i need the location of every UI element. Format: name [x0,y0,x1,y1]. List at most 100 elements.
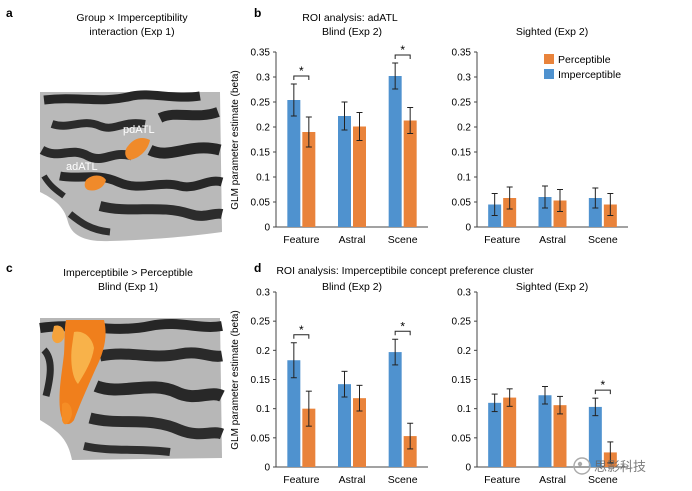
panel-label-c: c [6,261,13,275]
y-tick-label: 0.3 [256,73,270,84]
y-tick-label: 0.25 [251,98,271,109]
y-tick-label: 0.35 [452,48,472,59]
y-axis-label: GLM parameter estimate (beta) [230,70,241,210]
y-tick-label: 0.05 [452,198,472,209]
bar-perceptible [403,120,417,227]
bar-imperceptible [538,395,552,467]
significance-bracket [594,389,611,395]
y-axis-label: GLM parameter estimate (beta) [230,310,241,450]
bar-perceptible [302,132,316,227]
bar-perceptible [353,126,366,227]
x-tick-label: Feature [484,234,520,246]
bar-imperceptible [588,406,602,467]
y-tick-label: 0.25 [251,317,271,328]
chart-3: ROI analysis: Imperceptibile concept pre… [230,265,534,486]
legend-swatch [544,69,554,79]
y-tick-label: 0 [465,463,471,474]
legend-label: Perceptible [558,54,611,66]
y-tick-label: 0.2 [457,123,471,134]
chart-2: Sighted (Exp 2) 0 0.05 0.1 0.15 0.2 0.25 0.3 0.3… [452,26,628,246]
x-tick-label: Feature [283,474,319,486]
chart-subtitle: Blind (Exp 2) [322,281,382,293]
significance-marker: * [400,43,405,57]
panel-label-a: a [6,6,13,20]
significance-marker: * [299,323,304,337]
significance-marker: * [299,64,304,78]
y-tick-label: 0.2 [256,123,270,134]
bar-perceptible [403,436,417,467]
watermark-icon [573,457,591,475]
y-tick-label: 0.25 [452,98,472,109]
chart-subtitle: Sighted (Exp 2) [516,281,588,293]
y-tick-label: 0.25 [452,317,472,328]
chart-subtitle: Sighted (Exp 2) [516,26,588,38]
significance-marker: * [400,319,405,333]
y-tick-label: 0.1 [256,173,270,184]
x-tick-label: Scene [588,474,618,486]
bar-imperceptible [338,384,351,467]
y-tick-label: 0 [264,223,270,234]
y-tick-label: 0.3 [457,73,471,84]
y-tick-label: 0.05 [452,433,472,444]
chart-title: ROI analysis: Imperceptibile concept pre… [276,265,534,277]
y-tick-label: 0.1 [256,404,270,415]
y-tick-label: 0.1 [457,404,471,415]
panel-c-title-line1: Imperceptibile > Perceptible [63,267,193,279]
x-tick-label: Scene [588,234,618,246]
bar-imperceptible [287,360,301,467]
y-tick-label: 0.3 [457,288,471,299]
y-tick-label: 0.3 [256,288,270,299]
y-tick-label: 0.2 [256,346,270,357]
panel-label-b: b [254,6,261,20]
y-tick-label: 0.15 [251,148,271,159]
y-tick-label: 0.2 [457,346,471,357]
x-tick-label: Astral [339,234,366,246]
y-tick-label: 0 [264,463,270,474]
bar-perceptible [553,200,567,227]
y-tick-label: 0.15 [452,375,472,386]
bar-imperceptible [538,197,552,227]
x-tick-label: Feature [283,234,319,246]
legend: Perceptible Imperceptible [544,54,621,81]
x-tick-label: Feature [484,474,520,486]
panel-a-title-line2: interaction (Exp 1) [89,26,174,38]
bar-imperceptible [338,116,351,227]
bar-perceptible [503,198,517,227]
x-tick-label: Scene [388,474,418,486]
watermark: 思影科技 [573,457,646,475]
significance-bracket [293,334,310,339]
legend-label: Imperceptible [558,69,621,81]
label-adatl: adATL [66,161,98,173]
y-tick-label: 0.05 [251,433,271,444]
significance-bracket [394,54,411,59]
bar-imperceptible [388,76,402,227]
chart-title: ROI analysis: adATL [302,12,398,24]
significance-bracket [293,75,310,80]
watermark-text: 思影科技 [594,459,646,474]
panel-label-d: d [254,261,261,275]
y-tick-label: 0.1 [457,173,471,184]
bar-imperceptible [388,352,402,467]
bar-imperceptible [287,100,301,227]
bar-perceptible [553,405,567,467]
legend-swatch [544,54,554,64]
x-tick-label: Astral [539,474,566,486]
bar-imperceptible [588,198,602,227]
panel-c-title-line2: Blind (Exp 1) [98,281,158,293]
bar-perceptible [503,397,517,467]
brain-image-exp1-interaction [39,90,224,242]
label-pdatl: pdATL [123,124,155,136]
x-tick-label: Astral [539,234,566,246]
y-tick-label: 0 [465,223,471,234]
chart-1: ROI analysis: adATL Blind (Exp 2) GLM para… [230,12,428,246]
y-tick-label: 0.05 [251,198,271,209]
brain-image-exp1-preference [39,318,225,460]
chart-4: Sighted (Exp 2) 0 0.05 0.1 0.15 0.2 0.25 0.3 Fea… [452,281,628,486]
y-tick-label: 0.15 [251,375,271,386]
significance-bracket [394,330,411,336]
x-tick-label: Astral [339,474,366,486]
bar-perceptible [353,398,366,467]
panel-a-title-line1: Group × Imperceptibility [76,12,188,24]
significance-marker: * [600,378,605,392]
